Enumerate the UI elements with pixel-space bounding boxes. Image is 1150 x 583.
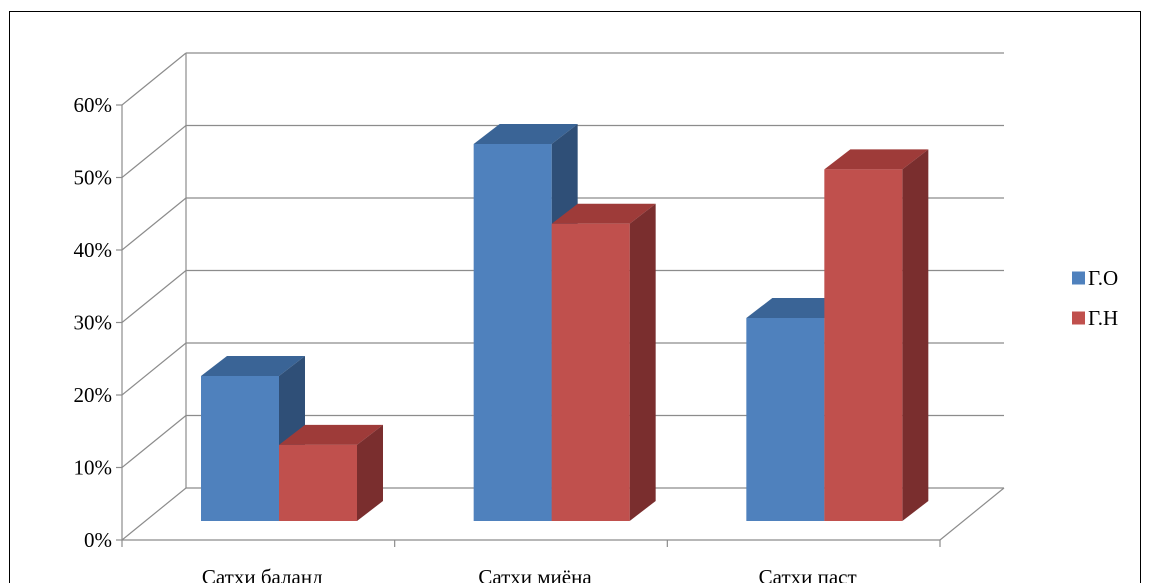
y-axis-tick-labels: 0% 10% 20% 30% 40% 50% 60% (74, 93, 113, 552)
bar-front-face (201, 376, 279, 521)
y-tick-label-5: 50% (74, 166, 113, 190)
bar-top-face (473, 124, 578, 144)
bar-top-face (201, 356, 305, 376)
bar-gn-1 (551, 203, 656, 521)
gridline-side-6 (121, 52, 187, 106)
bar-front-face (551, 223, 630, 521)
x-category-label-1: Сатҳи миёна (478, 565, 592, 583)
floor-right-edge (939, 487, 1005, 541)
gridline-side-0 (121, 487, 187, 541)
bar-top-face (551, 203, 656, 224)
gridline-side-3 (121, 270, 187, 323)
category-labels: Сатҳи баланд Сатҳи миёна Сатҳи паст (202, 565, 857, 583)
y-tick-label-6: 60% (74, 93, 113, 117)
x-category-label-2: Сатҳи паст (759, 565, 857, 583)
y-tick-label-4: 40% (74, 238, 113, 262)
bar-top-face (279, 424, 383, 445)
gridline-side-1 (121, 415, 187, 468)
legend: Г.О Г.Н (1072, 266, 1118, 330)
gridline-side-2 (121, 342, 187, 396)
bars (201, 124, 929, 521)
bar-side-face (357, 424, 383, 521)
bar-side-face (629, 203, 656, 521)
bar-front-face (824, 169, 903, 521)
bar-side-face (902, 149, 929, 521)
legend-label-0: Г.О (1088, 266, 1118, 290)
bar-gn-2 (824, 149, 929, 521)
x-category-label-0: Сатҳи баланд (202, 565, 323, 583)
y-tick-label-2: 20% (74, 383, 113, 407)
bar-front-face (279, 444, 357, 521)
bar-gn-0 (279, 424, 383, 521)
bar-front-face (473, 144, 552, 521)
legend-label-1: Г.Н (1088, 306, 1118, 330)
legend-swatch-0 (1072, 271, 1085, 285)
bar-top-face (824, 149, 929, 170)
gridline-side-4 (121, 197, 187, 251)
gridline-side-5 (121, 125, 187, 178)
y-tick-label-3: 30% (74, 311, 113, 335)
y-tick-label-1: 10% (74, 456, 113, 480)
y-tick-label-0: 0% (84, 528, 112, 552)
axes (116, 104, 941, 547)
bar-front-face (746, 318, 825, 521)
legend-swatch-1 (1072, 311, 1085, 325)
